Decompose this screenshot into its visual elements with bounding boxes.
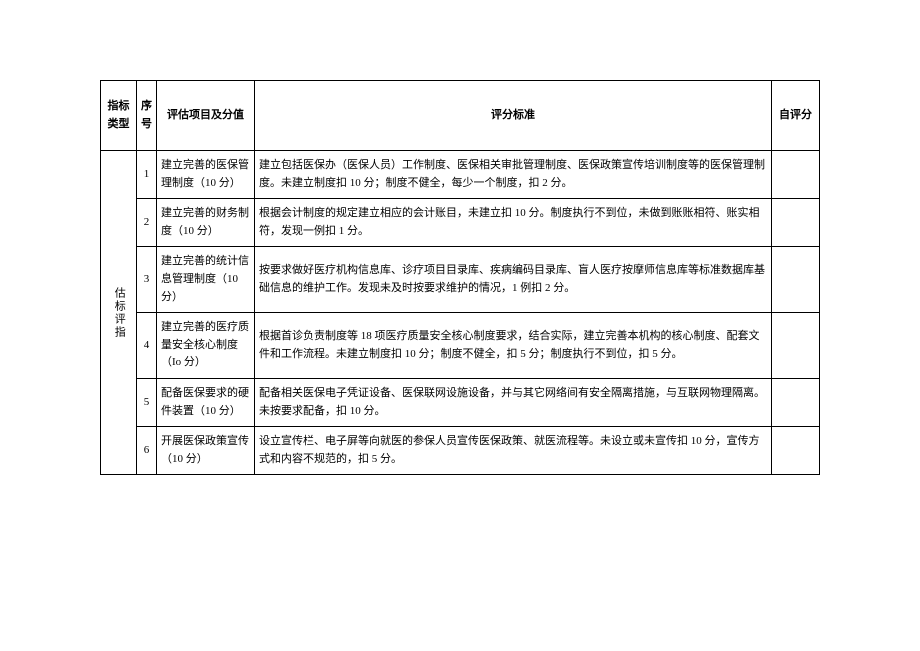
self-cell bbox=[772, 199, 820, 247]
standard-cell: 按要求做好医疗机构信息库、诊疗项目目录库、疾病编码目录库、盲人医疗按摩师信息库等… bbox=[255, 247, 772, 313]
seq-cell: 2 bbox=[137, 199, 157, 247]
self-cell bbox=[772, 313, 820, 379]
table-row: 4 建立完善的医疗质量安全核心制度（Io 分） 根据首诊负责制度等 18 项医疗… bbox=[101, 313, 820, 379]
seq-cell: 6 bbox=[137, 427, 157, 475]
header-standard: 评分标准 bbox=[255, 81, 772, 151]
self-cell bbox=[772, 247, 820, 313]
table-row: 2 建立完善的财务制度（10 分） 根据会计制度的规定建立相应的会计账目，未建立… bbox=[101, 199, 820, 247]
standard-cell: 设立宣传栏、电子屏等向就医的参保人员宣传医保政策、就医流程等。未设立或未宣传扣 … bbox=[255, 427, 772, 475]
table-row: 6 开展医保政策宣传（10 分） 设立宣传栏、电子屏等向就医的参保人员宣传医保政… bbox=[101, 427, 820, 475]
header-item: 评估项目及分值 bbox=[157, 81, 255, 151]
standard-cell: 建立包括医保办（医保人员）工作制度、医保相关审批管理制度、医保政策宣传培训制度等… bbox=[255, 151, 772, 199]
item-cell: 建立完善的财务制度（10 分） bbox=[157, 199, 255, 247]
header-self: 自评分 bbox=[772, 81, 820, 151]
item-cell: 建立完善的医疗质量安全核心制度（Io 分） bbox=[157, 313, 255, 379]
seq-cell: 4 bbox=[137, 313, 157, 379]
table-body: 估标评指 1 建立完善的医保管理制度（10 分） 建立包括医保办（医保人员）工作… bbox=[101, 151, 820, 475]
seq-cell: 1 bbox=[137, 151, 157, 199]
item-cell: 建立完善的统计信息管理制度（10 分） bbox=[157, 247, 255, 313]
item-cell: 建立完善的医保管理制度（10 分） bbox=[157, 151, 255, 199]
standard-cell: 根据首诊负责制度等 18 项医疗质量安全核心制度要求，结合实际，建立完善本机构的… bbox=[255, 313, 772, 379]
table-row: 5 配备医保要求的硬件装置（10 分） 配备相关医保电子凭证设备、医保联网设施设… bbox=[101, 378, 820, 426]
item-cell: 配备医保要求的硬件装置（10 分） bbox=[157, 378, 255, 426]
self-cell bbox=[772, 151, 820, 199]
self-cell bbox=[772, 427, 820, 475]
standard-cell: 配备相关医保电子凭证设备、医保联网设施设备，并与其它网络间有安全隔离措施，与互联… bbox=[255, 378, 772, 426]
table-header-row: 指标类型 序号 评估项目及分值 评分标准 自评分 bbox=[101, 81, 820, 151]
seq-cell: 3 bbox=[137, 247, 157, 313]
table-row: 3 建立完善的统计信息管理制度（10 分） 按要求做好医疗机构信息库、诊疗项目目… bbox=[101, 247, 820, 313]
seq-cell: 5 bbox=[137, 378, 157, 426]
header-type: 指标类型 bbox=[101, 81, 137, 151]
header-seq: 序号 bbox=[137, 81, 157, 151]
self-cell bbox=[772, 378, 820, 426]
item-cell: 开展医保政策宣传（10 分） bbox=[157, 427, 255, 475]
standard-cell: 根据会计制度的规定建立相应的会计账目，未建立扣 10 分。制度执行不到位，未做到… bbox=[255, 199, 772, 247]
evaluation-table: 指标类型 序号 评估项目及分值 评分标准 自评分 估标评指 1 建立完善的医保管… bbox=[100, 80, 820, 475]
table-row: 估标评指 1 建立完善的医保管理制度（10 分） 建立包括医保办（医保人员）工作… bbox=[101, 151, 820, 199]
category-cell: 估标评指 bbox=[101, 151, 137, 475]
